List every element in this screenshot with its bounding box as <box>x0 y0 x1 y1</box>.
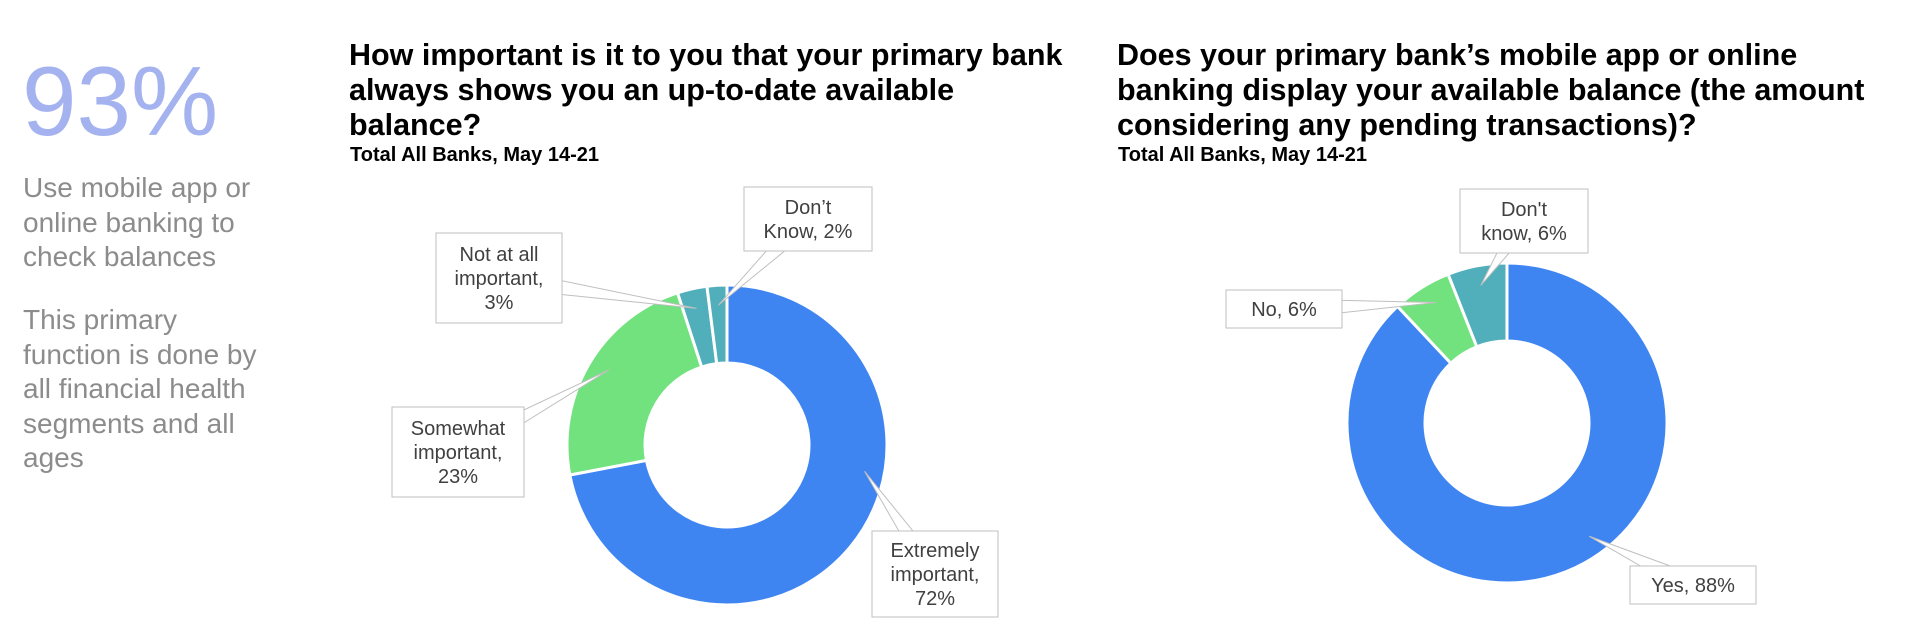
chart1-title: How important is it to you that your pri… <box>349 38 1063 142</box>
chart2-callout-box-2 <box>1459 188 1589 254</box>
chart1-slice-0 <box>568 283 889 607</box>
chart2-data-label-2: Don't know, 6% <box>1481 199 1567 245</box>
chart1-subtitle: Total All Banks, May 14-21 <box>350 144 599 166</box>
chart1-callout-box-1 <box>391 406 525 498</box>
chart2-title: Does your primary bank’s mobile app or o… <box>1117 38 1865 142</box>
chart1-callout-box-3 <box>743 186 873 252</box>
chart1-slice-3 <box>705 283 729 366</box>
chart1-slice-1 <box>565 290 704 477</box>
chart2-callout-box-1 <box>1225 289 1343 329</box>
side-text-segments: This primary function is done by all fin… <box>23 304 257 473</box>
chart1-data-label-2: Not at all important, 3% <box>455 244 544 314</box>
chart2-data-label-1: No, 6% <box>1251 299 1317 321</box>
chart1-donut: Extremely important, 72% Somewhat important,… <box>391 186 999 618</box>
chart1-data-label-3: Don’t Know, 2% <box>764 197 853 243</box>
chart2-slice-2 <box>1446 261 1509 349</box>
chart2-donut: Yes, 88% No, 6% Don't know, 6% <box>1225 188 1757 605</box>
side-text-usage: Use mobile app or online banking to chec… <box>23 172 251 272</box>
chart2-data-label-0: Yes, 88% <box>1651 575 1735 597</box>
chart2-callout-box-0 <box>1629 565 1757 605</box>
chart2-slice-0 <box>1345 261 1669 585</box>
chart1-data-label-1: Somewhat important, 23% <box>411 418 506 488</box>
chart1-callout-box-0 <box>871 530 999 618</box>
chart1-data-label-0: Extremely important, 72% <box>891 540 980 610</box>
side-stat: 93% <box>22 46 219 156</box>
chart2-subtitle: Total All Banks, May 14-21 <box>1118 144 1367 166</box>
chart1-callout-box-2 <box>435 232 563 324</box>
